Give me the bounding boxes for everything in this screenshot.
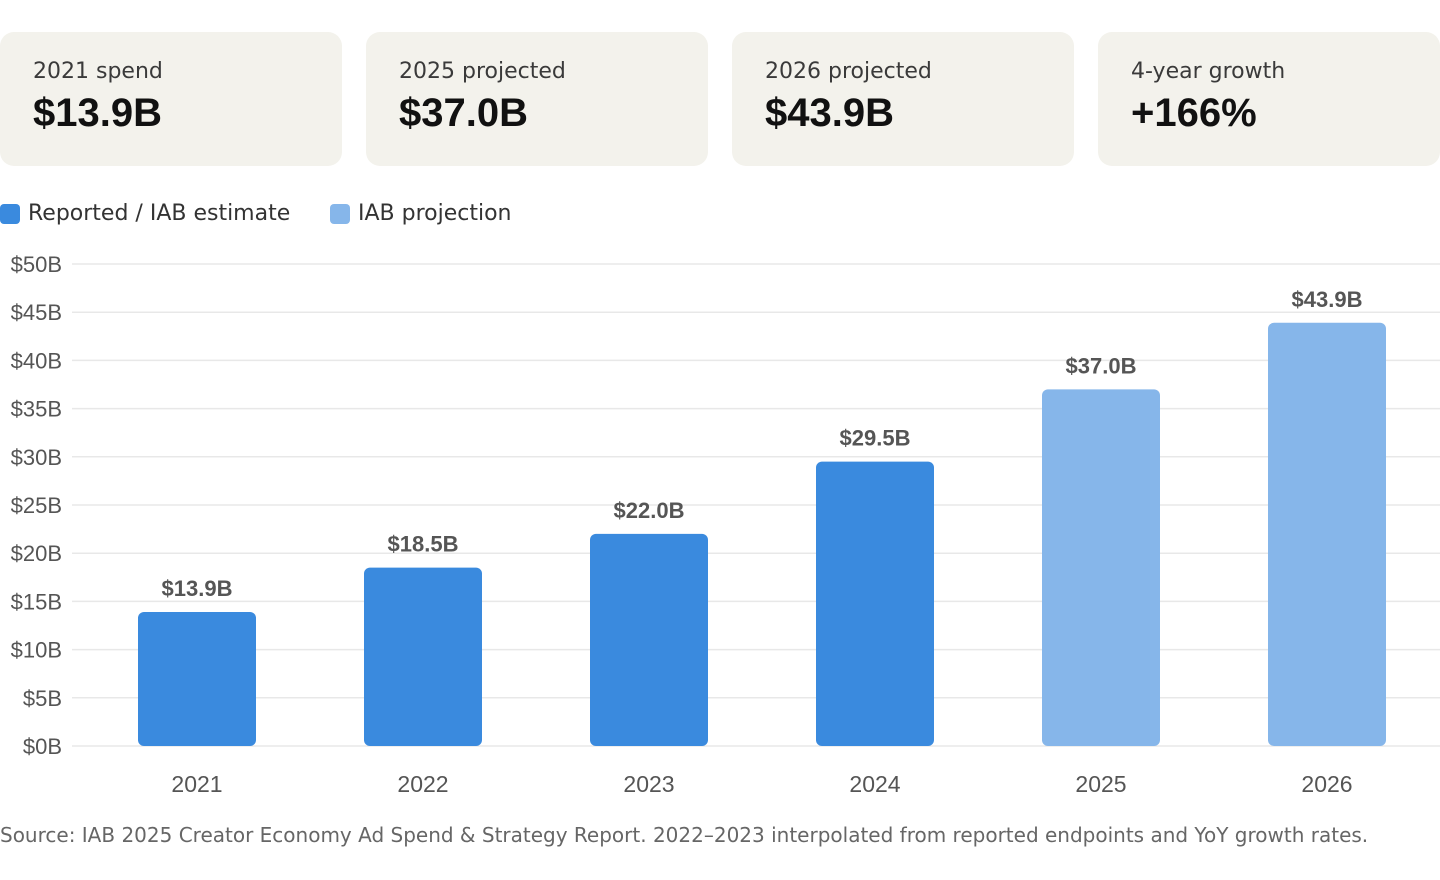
card-label: 2026 projected [765, 59, 932, 84]
card-value: $43.9B [765, 91, 894, 135]
card-label: 4-year growth [1131, 59, 1286, 84]
y-tick-label: $0B [23, 734, 62, 759]
y-tick-label: $50B [11, 252, 62, 277]
x-tick-label: 2023 [623, 771, 674, 797]
x-tick-label: 2022 [397, 771, 448, 797]
bar-2026 [1268, 322, 1386, 746]
y-tick-label: $30B [11, 445, 62, 470]
y-tick-label: $40B [11, 348, 62, 373]
legend-label: IAB projection [358, 201, 512, 226]
card-2026-projected: 2026 projected $43.9B [732, 32, 1074, 166]
legend-swatch-projection [330, 204, 350, 224]
legend-swatch-reported [0, 204, 20, 224]
card-2025-projected: 2025 projected $37.0B [366, 32, 708, 166]
y-tick-label: $45B [11, 300, 62, 325]
bar-2025 [1042, 389, 1160, 746]
y-tick-label: $5B [23, 686, 62, 711]
data-label: $37.0B [1066, 353, 1137, 378]
x-tick-label: 2021 [171, 771, 222, 797]
bar-2023 [590, 533, 708, 746]
legend-label: Reported / IAB estimate [28, 201, 291, 226]
source-note: Source: IAB 2025 Creator Economy Ad Spen… [0, 823, 1369, 847]
data-label: $43.9B [1292, 287, 1363, 312]
bar-2024 [816, 461, 934, 746]
summary-cards: 2021 spend $13.9B 2025 projected $37.0B … [0, 32, 1440, 166]
y-tick-label: $25B [11, 493, 62, 518]
data-label: $18.5B [388, 532, 459, 557]
card-2021-spend: 2021 spend $13.9B [0, 32, 342, 166]
y-tick-label: $10B [11, 638, 62, 663]
bar-2021 [138, 612, 256, 746]
data-label: $22.0B [614, 498, 685, 523]
y-tick-label: $15B [11, 589, 62, 614]
x-tick-label: 2024 [849, 771, 900, 797]
data-label: $13.9B [162, 576, 233, 601]
card-value: $37.0B [399, 91, 528, 135]
card-value: +166% [1131, 91, 1257, 135]
card-label: 2021 spend [33, 59, 163, 84]
y-tick-label: $35B [11, 397, 62, 422]
x-tick-label: 2025 [1075, 771, 1126, 797]
card-value: $13.9B [33, 91, 162, 135]
y-tick-label: $20B [11, 541, 62, 566]
x-tick-label: 2026 [1301, 771, 1352, 797]
card-4-year-growth: 4-year growth +166% [1098, 32, 1440, 166]
bar-2022 [364, 567, 482, 746]
data-label: $29.5B [840, 426, 911, 451]
card-label: 2025 projected [399, 59, 566, 84]
bar-chart: $0B $5B $10B $15B $20B $25B $30B $35B $40B $45B $5… [11, 252, 1440, 797]
